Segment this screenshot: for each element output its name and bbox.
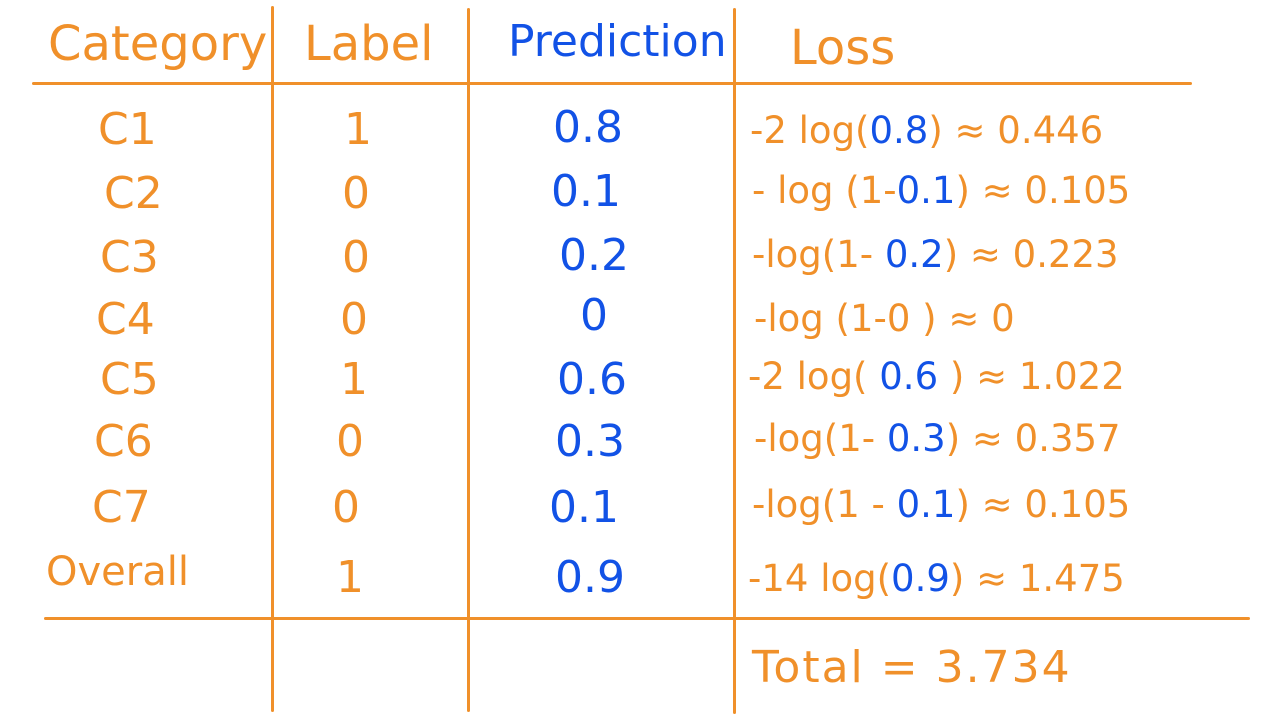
loss-cell: -14 log(0.9) ≈ 1.475	[748, 560, 1125, 597]
category-cell: C6	[94, 416, 153, 467]
loss-argument: 0.8	[869, 109, 929, 152]
loss-argument: 0.3	[886, 417, 946, 460]
prediction-cell: 0.3	[555, 416, 625, 467]
loss-prefix: -14 log(	[748, 557, 892, 600]
loss-argument: 0.1	[896, 483, 956, 526]
loss-prefix: -2 log(	[748, 355, 880, 398]
loss-argument: 0.6	[879, 355, 939, 398]
category-cell: C1	[98, 104, 157, 155]
loss-cell: -log(1- 0.2) ≈ 0.223	[752, 236, 1119, 273]
prediction-cell: 0.9	[555, 552, 625, 603]
loss-cell: - log (1-0.1) ≈ 0.105	[752, 172, 1130, 209]
prediction-cell: 0.1	[551, 166, 621, 217]
label-cell: 1	[340, 354, 368, 405]
loss-suffix: ) ≈ 0.357	[945, 417, 1121, 460]
loss-argument: 0.1	[896, 169, 956, 212]
category-cell: Overall	[46, 549, 189, 595]
loss-suffix: ) ≈ 0	[922, 297, 1015, 340]
label-cell: 1	[336, 552, 364, 603]
loss-argument: 0.9	[891, 557, 950, 600]
loss-prefix: -log (1-0	[754, 297, 923, 340]
loss-suffix: ) ≈ 0.105	[955, 169, 1131, 212]
loss-cell: -log(1- 0.3) ≈ 0.357	[754, 420, 1121, 457]
category-cell: C4	[96, 294, 155, 345]
total-divider	[44, 617, 1250, 620]
header-label: Label	[304, 16, 434, 72]
loss-suffix: ) ≈ 1.475	[949, 557, 1125, 600]
column-divider-3	[733, 8, 736, 714]
loss-suffix: ) ≈ 0.446	[928, 109, 1104, 152]
total-loss: Total = 3.734	[752, 642, 1072, 693]
label-cell: 0	[336, 416, 364, 467]
label-cell: 0	[342, 232, 370, 283]
label-cell: 0	[332, 482, 360, 533]
header-prediction: Prediction	[508, 16, 727, 67]
prediction-cell: 0.6	[557, 354, 627, 405]
category-cell: C2	[104, 168, 163, 219]
prediction-cell: 0	[580, 290, 608, 341]
loss-argument: 0.2	[884, 233, 944, 276]
loss-cell: -2 log(0.8) ≈ 0.446	[750, 112, 1103, 149]
category-cell: C3	[100, 232, 159, 283]
loss-prefix: -log(1-	[754, 417, 887, 460]
prediction-cell: 0.8	[553, 102, 623, 153]
header-category: Category	[48, 16, 268, 72]
column-divider-1	[271, 6, 274, 712]
label-cell: 0	[340, 294, 368, 345]
header-loss: Loss	[790, 20, 896, 76]
loss-suffix: ) ≈ 0.223	[943, 233, 1119, 276]
column-divider-2	[467, 8, 470, 712]
loss-suffix: ) ≈ 1.022	[938, 355, 1125, 398]
loss-cell: -log(1 - 0.1) ≈ 0.105	[752, 486, 1130, 523]
loss-cell: -log (1-0 ) ≈ 0	[754, 300, 1015, 337]
category-cell: C7	[92, 482, 151, 533]
header-divider	[32, 82, 1192, 85]
loss-suffix: ) ≈ 0.105	[955, 483, 1131, 526]
label-cell: 0	[342, 168, 370, 219]
loss-prefix: -log(1-	[752, 233, 885, 276]
loss-prefix: -2 log(	[750, 109, 870, 152]
loss-cell: -2 log( 0.6 ) ≈ 1.022	[748, 358, 1125, 395]
prediction-cell: 0.1	[549, 482, 619, 533]
category-cell: C5	[100, 354, 159, 405]
loss-prefix: - log (1-	[752, 169, 897, 212]
prediction-cell: 0.2	[559, 230, 629, 281]
label-cell: 1	[344, 104, 372, 155]
loss-prefix: -log(1 -	[752, 483, 897, 526]
